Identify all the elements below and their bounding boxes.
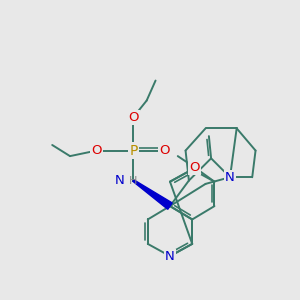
Text: P: P — [129, 144, 137, 158]
Text: O: O — [128, 111, 139, 124]
Polygon shape — [133, 180, 172, 209]
Text: N: N — [225, 171, 235, 184]
Text: N: N — [165, 250, 175, 262]
Text: O: O — [159, 144, 170, 157]
Text: O: O — [189, 161, 200, 174]
Text: O: O — [92, 144, 102, 157]
Text: N: N — [115, 174, 125, 187]
Text: H: H — [129, 176, 137, 186]
